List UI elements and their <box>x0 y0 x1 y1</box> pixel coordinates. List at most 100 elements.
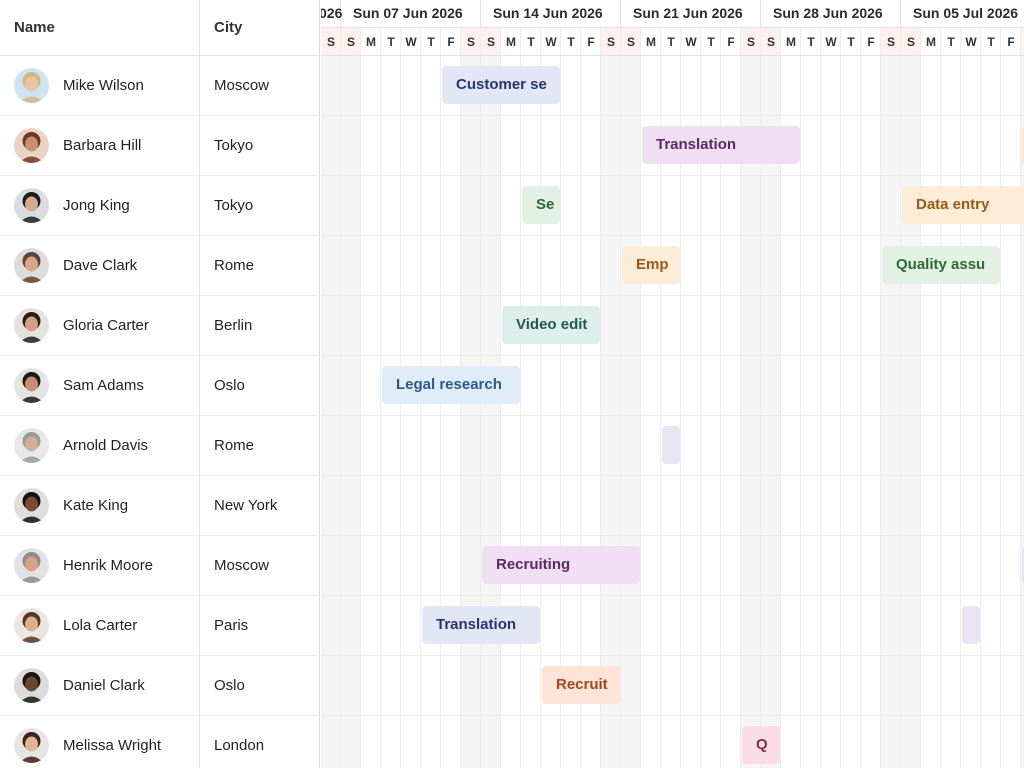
weekend-header-cell <box>601 28 621 56</box>
weekend-header-cell <box>1021 28 1024 56</box>
resource-row[interactable]: Barbara Hill Tokyo <box>0 116 320 176</box>
day-letter: F <box>867 35 875 49</box>
name-cell[interactable]: Melissa Wright <box>0 716 200 768</box>
name-cell[interactable]: Jong King <box>0 176 200 236</box>
avatar <box>14 128 49 163</box>
weekend-header-cell <box>741 28 761 56</box>
event-bar[interactable]: Emp <box>622 246 680 284</box>
city-cell[interactable]: New York <box>214 497 278 514</box>
event-bar[interactable]: Quality assu <box>882 246 1000 284</box>
event-bar[interactable]: Customer se <box>442 66 560 104</box>
scheduler-timeline[interactable]: 026 Sun 07 Jun 2026 Sun 14 Jun 2026 Sun 21 … <box>321 0 1024 768</box>
name-cell[interactable]: Arnold Davis <box>0 416 200 476</box>
avatar <box>14 188 49 223</box>
resource-row[interactable]: Sam Adams Oslo <box>0 356 320 416</box>
event-bar[interactable]: Recruiting <box>482 546 640 584</box>
event-bar[interactable]: Data entry <box>902 186 1024 224</box>
event-bar[interactable] <box>662 426 680 464</box>
avatar <box>14 308 49 343</box>
person-name: Kate King <box>63 497 129 514</box>
city-cell[interactable]: London <box>214 737 265 754</box>
day-letter: T <box>567 35 575 49</box>
day-letter: W <box>405 35 417 49</box>
week-header: Sun 07 Jun 2026 <box>353 5 463 21</box>
name-cell[interactable]: Henrik Moore <box>0 536 200 596</box>
resource-row[interactable]: Mike Wilson Moscow <box>0 56 320 116</box>
day-letter: M <box>506 35 516 49</box>
city-cell[interactable]: Oslo <box>214 677 245 694</box>
event-bar[interactable] <box>962 606 980 644</box>
day-letter: S <box>326 35 335 49</box>
day-letter: S <box>906 35 915 49</box>
avatar <box>14 68 49 103</box>
city-cell[interactable]: Rome <box>214 257 255 274</box>
weekend-column <box>881 56 901 768</box>
day-letter: S <box>766 35 775 49</box>
event-bar[interactable]: Translation <box>422 606 540 644</box>
name-cell[interactable]: Gloria Carter <box>0 296 200 356</box>
city-cell[interactable]: Tokyo <box>214 137 254 154</box>
day-letter: T <box>947 35 955 49</box>
name-cell[interactable]: Kate King <box>0 476 200 536</box>
event-bar[interactable]: Q <box>742 726 780 764</box>
event-bar[interactable] <box>1022 126 1024 164</box>
city-cell[interactable]: Berlin <box>214 317 253 334</box>
day-letter: T <box>807 35 815 49</box>
resource-row[interactable]: Dave Clark Rome <box>0 236 320 296</box>
person-name: Dave Clark <box>63 257 138 274</box>
column-header-name[interactable]: Name <box>0 0 200 56</box>
city-cell[interactable]: Oslo <box>214 377 245 394</box>
resource-row[interactable]: Daniel Clark Oslo <box>0 656 320 716</box>
weekend-column <box>761 56 781 768</box>
person-name: Daniel Clark <box>63 677 145 694</box>
day-letter: M <box>366 35 376 49</box>
resource-row[interactable]: Kate King New York <box>0 476 320 536</box>
column-header-city[interactable]: City <box>214 19 243 36</box>
name-cell[interactable]: Lola Carter <box>0 596 200 656</box>
weekend-header-cell <box>481 28 501 56</box>
resource-row[interactable]: Arnold Davis Rome <box>0 416 320 476</box>
city-cell[interactable]: Rome <box>214 437 255 454</box>
resource-row[interactable]: Lola Carter Paris <box>0 596 320 656</box>
weekend-header-cell <box>881 28 901 56</box>
avatar <box>14 728 49 763</box>
day-letter: S <box>606 35 615 49</box>
name-cell[interactable]: Dave Clark <box>0 236 200 296</box>
week-header: Sun 21 Jun 2026 <box>633 5 743 21</box>
person-name: Gloria Carter <box>63 317 149 334</box>
city-cell[interactable]: Tokyo <box>214 197 254 214</box>
name-cell[interactable]: Barbara Hill <box>0 116 200 176</box>
avatar <box>14 248 49 283</box>
weekend-column <box>601 56 621 768</box>
day-letter: S <box>486 35 495 49</box>
event-bar[interactable]: Recruit <box>542 666 620 704</box>
day-letter: M <box>926 35 936 49</box>
day-letter: S <box>886 35 895 49</box>
day-letter: T <box>987 35 995 49</box>
event-bar[interactable] <box>1022 546 1024 584</box>
name-cell[interactable]: Daniel Clark <box>0 656 200 716</box>
day-letter: W <box>685 35 697 49</box>
weekend-header-cell <box>321 28 341 56</box>
name-cell[interactable]: Sam Adams <box>0 356 200 416</box>
event-bar[interactable]: Se <box>522 186 560 224</box>
day-letter: W <box>825 35 837 49</box>
weekend-header-cell <box>761 28 781 56</box>
name-cell[interactable]: Mike Wilson <box>0 56 200 116</box>
weekend-column <box>621 56 641 768</box>
event-bar[interactable]: Video edit <box>502 306 600 344</box>
city-cell[interactable]: Moscow <box>214 77 270 94</box>
event-bar[interactable]: Translation <box>642 126 800 164</box>
day-letter: S <box>346 35 355 49</box>
event-bar[interactable]: Legal research <box>382 366 520 404</box>
resource-row[interactable]: Henrik Moore Moscow <box>0 536 320 596</box>
city-cell[interactable]: Paris <box>214 617 249 634</box>
resource-row[interactable]: Jong King Tokyo <box>0 176 320 236</box>
resource-row[interactable]: Melissa Wright London <box>0 716 320 768</box>
day-letter: T <box>847 35 855 49</box>
day-letter: F <box>587 35 595 49</box>
city-cell[interactable]: Moscow <box>214 557 270 574</box>
avatar <box>14 368 49 403</box>
resource-row[interactable]: Gloria Carter Berlin <box>0 296 320 356</box>
day-letter: T <box>427 35 435 49</box>
